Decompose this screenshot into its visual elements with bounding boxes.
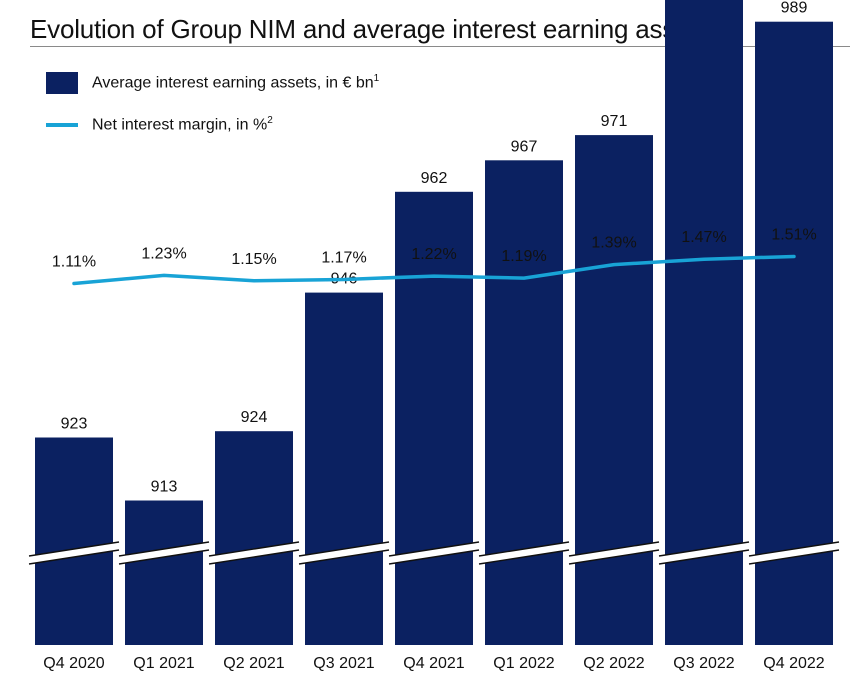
bar-value-label-q2-2022: 971 xyxy=(601,113,628,130)
legend-footnote-1: 1 xyxy=(373,73,380,85)
bar-q4-2020 xyxy=(35,437,113,645)
x-tick-label-q4-2021: Q4 2021 xyxy=(403,655,464,672)
axis-break-stroke-upper-q2-2021 xyxy=(208,541,300,557)
nim-value-label-q1-2021: 1.23% xyxy=(141,245,186,262)
x-tick-label-q3-2022: Q3 2022 xyxy=(673,655,734,672)
axis-break-stroke-upper-q1-2021 xyxy=(118,541,210,557)
axis-break-gap-q3-2022 xyxy=(659,542,749,564)
bar-q2-2022 xyxy=(575,135,653,645)
nim-point-q3-2022 xyxy=(703,258,705,260)
legend-line-swatch xyxy=(46,122,78,127)
legend-bar-swatch xyxy=(46,72,78,94)
bar-q1-2022 xyxy=(485,160,563,646)
axis-break-stroke-lower-q3-2022 xyxy=(658,549,750,565)
axis-break-stroke-lower-q3-2021 xyxy=(298,549,390,565)
bar-q1-2021 xyxy=(125,500,203,645)
nim-value-label-q2-2021: 1.15% xyxy=(231,251,276,268)
axis-break-gap-q3-2021 xyxy=(299,542,389,564)
nim-point-q2-2021 xyxy=(253,280,255,282)
axis-break-stroke-lower-q2-2022 xyxy=(568,549,660,565)
axis-break-gap-q2-2022 xyxy=(569,542,659,564)
bar-q4-2021 xyxy=(395,191,473,646)
nim-point-q4-2021 xyxy=(433,275,435,277)
axis-break-stroke-lower-q2-2021 xyxy=(208,549,300,565)
nim-point-q2-2022 xyxy=(613,264,615,266)
x-tick-label-q1-2021: Q1 2021 xyxy=(133,655,194,672)
axis-break-stroke-lower-q4-2022 xyxy=(748,549,840,565)
nim-point-q1-2021 xyxy=(163,274,165,276)
title-divider xyxy=(30,46,850,47)
legend-footnote-2: 2 xyxy=(267,115,273,126)
bar-q4-2022 xyxy=(755,21,833,645)
nim-value-label-q3-2021: 1.17% xyxy=(321,249,366,266)
x-tick-label-q1-2022: Q1 2022 xyxy=(493,655,554,672)
axis-break-gap-q4-2021 xyxy=(389,542,479,564)
nim-point-q3-2021 xyxy=(343,278,345,280)
bar-value-label-q4-2021: 962 xyxy=(421,170,448,187)
legend-label-nim: Net interest margin, in %2 xyxy=(92,115,273,134)
axis-break-stroke-upper-q3-2022 xyxy=(658,541,750,557)
nim-value-label-q3-2022: 1.47% xyxy=(681,229,726,246)
x-tick-label-q4-2020: Q4 2020 xyxy=(43,655,104,672)
axis-break-gap-q1-2021 xyxy=(119,542,209,564)
bar-value-label-q1-2021: 913 xyxy=(151,479,178,496)
nim-value-label-q4-2020: 1.11% xyxy=(52,254,96,271)
x-tick-label-q4-2022: Q4 2022 xyxy=(763,655,824,672)
bar-q3-2022 xyxy=(665,0,743,645)
legend-label-assets: Average interest earning assets, in € bn… xyxy=(92,73,379,92)
axis-break-stroke-upper-q1-2022 xyxy=(478,541,570,557)
axis-break-stroke-upper-q2-2022 xyxy=(568,541,660,557)
nim-value-label-q4-2021: 1.22% xyxy=(411,246,456,263)
axis-break-gap-q4-2020 xyxy=(29,542,119,564)
bar-value-label-q4-2020: 923 xyxy=(61,416,88,433)
nim-value-label-q4-2022: 1.51% xyxy=(771,227,816,244)
axis-break-stroke-lower-q1-2022 xyxy=(478,549,570,565)
nim-point-q4-2020 xyxy=(73,283,75,284)
x-tick-label-q2-2021: Q2 2021 xyxy=(223,655,284,672)
bar-q3-2021 xyxy=(305,292,383,645)
axis-break-stroke-upper-q4-2021 xyxy=(388,541,480,557)
axis-break-stroke-lower-q1-2021 xyxy=(118,549,210,565)
nim-point-q4-2022 xyxy=(793,256,795,257)
bar-value-label-q1-2022: 967 xyxy=(511,138,538,155)
axis-break-stroke-upper-q4-2020 xyxy=(28,541,120,557)
legend-item-assets: Average interest earning assets, in € bn… xyxy=(46,72,379,94)
legend-item-nim: Net interest margin, in %2 xyxy=(46,115,273,134)
bar-value-label-q2-2021: 924 xyxy=(241,409,268,426)
axis-break-gap-q1-2022 xyxy=(479,542,569,564)
nim-point-q1-2022 xyxy=(523,277,525,279)
x-tick-label-q3-2021: Q3 2021 xyxy=(313,655,374,672)
axis-break-gap-q2-2021 xyxy=(209,542,299,564)
nim-value-label-q1-2022: 1.19% xyxy=(501,248,546,265)
chart-title: Evolution of Group NIM and average inter… xyxy=(30,14,710,44)
axis-break-stroke-lower-q4-2020 xyxy=(28,549,120,565)
axis-break-stroke-lower-q4-2021 xyxy=(388,549,480,565)
nim-value-label-q2-2022: 1.39% xyxy=(591,235,636,252)
bar-value-label-q4-2022: 989 xyxy=(781,0,808,17)
axis-break-stroke-upper-q4-2022 xyxy=(748,541,840,557)
axis-break-gap-q4-2022 xyxy=(749,542,839,564)
legend-label-assets-text: Average interest earning assets, in € bn xyxy=(92,74,374,92)
legend-label-nim-text: Net interest margin, in % xyxy=(92,116,268,134)
bar-q2-2021 xyxy=(215,431,293,645)
x-tick-label-q2-2022: Q2 2022 xyxy=(583,655,644,672)
axis-break-stroke-upper-q3-2021 xyxy=(298,541,390,557)
